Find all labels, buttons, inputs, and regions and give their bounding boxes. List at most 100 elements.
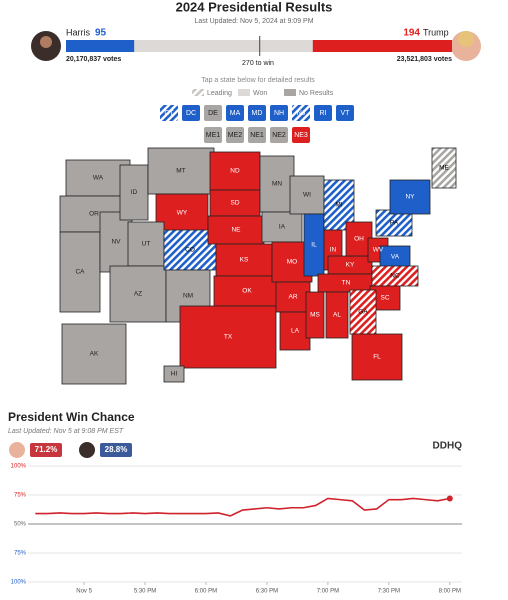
state-label: AZ bbox=[134, 291, 142, 298]
state[interactable] bbox=[259, 155, 295, 213]
state-box[interactable] bbox=[160, 105, 178, 121]
state[interactable] bbox=[119, 164, 149, 221]
state-box-label: ME2 bbox=[228, 132, 243, 139]
state[interactable] bbox=[431, 147, 457, 189]
chip bbox=[100, 443, 132, 457]
state[interactable] bbox=[389, 179, 431, 215]
state-box-label: NJ bbox=[297, 110, 306, 117]
state[interactable] bbox=[213, 275, 281, 307]
state-label: PA bbox=[390, 220, 399, 227]
x-tick-label: Nov 5 bbox=[76, 589, 92, 595]
state-label: WA bbox=[93, 175, 104, 182]
state-box-label: DC bbox=[186, 110, 196, 117]
state-label: AR bbox=[288, 294, 297, 301]
chip-label: 28.8% bbox=[105, 445, 128, 454]
map-hint: Tap a state below for detailed results bbox=[201, 77, 315, 84]
candidate-photo bbox=[9, 442, 25, 458]
state-label: OH bbox=[354, 236, 364, 243]
state-label: TX bbox=[224, 334, 233, 341]
state-box[interactable] bbox=[182, 105, 200, 121]
chart-title: President Win Chance bbox=[8, 410, 135, 424]
state[interactable] bbox=[349, 289, 377, 335]
legend-label: Leading bbox=[207, 90, 232, 97]
state-label: FL bbox=[373, 354, 381, 361]
state-label: CA bbox=[75, 269, 85, 276]
win-chance-line bbox=[35, 497, 450, 517]
state-box[interactable] bbox=[204, 105, 222, 121]
state[interactable] bbox=[305, 291, 325, 339]
state-label: MO bbox=[287, 259, 297, 266]
state[interactable] bbox=[147, 147, 215, 195]
state-label: ID bbox=[131, 189, 138, 196]
state-box-label: ME1 bbox=[206, 132, 221, 139]
state[interactable] bbox=[261, 211, 303, 243]
trump-ev: 194 bbox=[403, 28, 420, 39]
legend-label: Won bbox=[253, 90, 267, 97]
state-box-label: NE3 bbox=[294, 132, 308, 139]
state[interactable] bbox=[155, 193, 209, 233]
state-label: MI bbox=[335, 202, 342, 209]
harris-votes: 20,170,837 votes bbox=[66, 56, 121, 63]
state[interactable] bbox=[207, 215, 265, 245]
state-label: IL bbox=[311, 242, 317, 249]
state-box[interactable] bbox=[270, 127, 288, 143]
state-box-label: CT bbox=[164, 110, 174, 117]
x-tick-label: 8:00 PM bbox=[439, 589, 461, 595]
harris-ev: 95 bbox=[95, 28, 107, 39]
state-box-label: NE2 bbox=[272, 132, 286, 139]
y-tick-label: 75% bbox=[14, 551, 27, 557]
y-tick-label: 100% bbox=[11, 464, 27, 470]
x-tick-label: 7:30 PM bbox=[378, 589, 400, 595]
state-box[interactable] bbox=[314, 105, 332, 121]
legend-swatch bbox=[238, 89, 250, 96]
end-dot bbox=[446, 495, 453, 502]
state[interactable] bbox=[325, 291, 349, 339]
state-label: ND bbox=[230, 168, 240, 175]
state-box[interactable] bbox=[204, 127, 222, 143]
state[interactable] bbox=[163, 365, 185, 383]
state-box-label: VT bbox=[341, 110, 351, 117]
state-label: OR bbox=[89, 211, 99, 218]
legend-swatch bbox=[284, 89, 296, 96]
state[interactable] bbox=[179, 305, 277, 369]
state-box-label: MD bbox=[252, 110, 263, 117]
state-box[interactable] bbox=[292, 127, 310, 143]
state-label: SC bbox=[380, 295, 389, 302]
state-box[interactable] bbox=[270, 105, 288, 121]
state-label: MT bbox=[176, 168, 185, 175]
trump-votes: 23,521,803 votes bbox=[397, 56, 452, 63]
state-box-label: NH bbox=[274, 110, 284, 117]
state-label: OK bbox=[242, 288, 252, 295]
legend-swatch bbox=[192, 89, 204, 96]
state-label: LA bbox=[291, 328, 300, 335]
state-label: NC bbox=[390, 273, 400, 280]
state-label: NE bbox=[231, 227, 241, 234]
state[interactable] bbox=[209, 189, 261, 217]
state-box[interactable] bbox=[292, 105, 310, 121]
state[interactable] bbox=[109, 265, 167, 323]
state-label: HI bbox=[171, 371, 178, 378]
state[interactable] bbox=[351, 333, 403, 381]
state-box[interactable] bbox=[226, 105, 244, 121]
state[interactable] bbox=[289, 175, 325, 215]
state-label: CO bbox=[185, 247, 195, 254]
state-label: MN bbox=[272, 181, 282, 188]
state-label: IA bbox=[279, 224, 286, 231]
state-label: ME bbox=[439, 165, 449, 172]
state-box[interactable] bbox=[248, 127, 266, 143]
state-label: IN bbox=[330, 247, 337, 254]
state[interactable] bbox=[209, 151, 261, 191]
trump-name: Trump bbox=[423, 27, 449, 37]
updated: Last Updated: Nov 5, 2024 at 9:09 PM bbox=[194, 18, 313, 25]
harris-face bbox=[40, 36, 52, 48]
state[interactable] bbox=[59, 231, 101, 313]
state-label: WY bbox=[177, 210, 188, 217]
state-box-label: DE bbox=[208, 110, 218, 117]
state-box[interactable] bbox=[336, 105, 354, 121]
state-box[interactable] bbox=[226, 127, 244, 143]
state[interactable] bbox=[279, 311, 311, 351]
state-box[interactable] bbox=[248, 105, 266, 121]
state-label: MS bbox=[310, 312, 320, 319]
state[interactable] bbox=[61, 323, 127, 385]
